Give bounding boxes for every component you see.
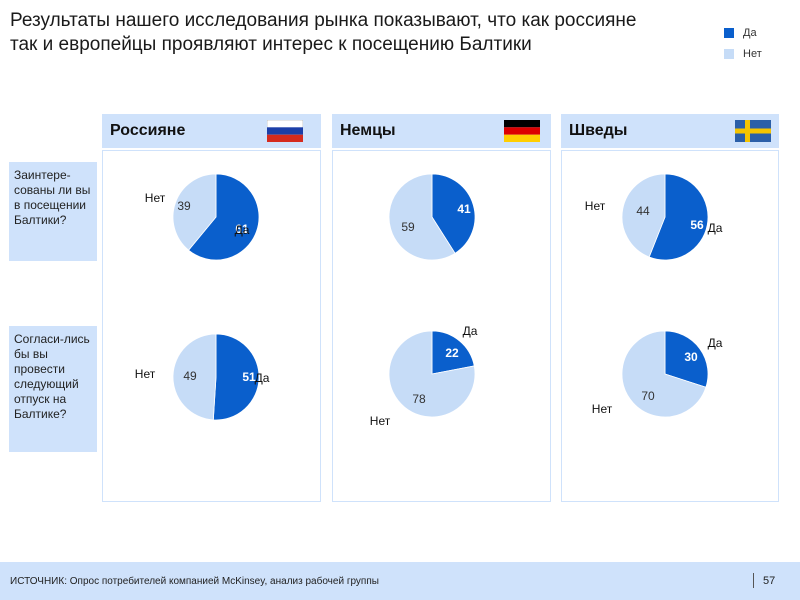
pie-label-no: Нет <box>592 402 613 416</box>
pie-value-yes: 30 <box>684 350 698 364</box>
pie-slice-yes <box>664 330 709 388</box>
sweden-flag-icon <box>735 120 771 142</box>
pie-label-no: Нет <box>585 199 606 213</box>
footer: ИСТОЧНИК: Опрос потребителей компанией M… <box>0 562 800 600</box>
column-header-germans: Немцы <box>332 114 551 148</box>
pie-value-no: 70 <box>641 389 655 403</box>
legend-swatch-no <box>724 49 734 59</box>
pie-value-no: 44 <box>636 204 650 218</box>
pie-label-no: Нет <box>370 414 391 428</box>
pie-slice-yes <box>212 333 260 421</box>
germany-flag-icon <box>504 120 540 142</box>
footer-divider <box>753 573 754 588</box>
legend-swatch-yes <box>724 28 734 38</box>
pie-slice-yes <box>188 173 260 261</box>
pie-value-no: 78 <box>412 392 426 406</box>
pie-label-yes: Да <box>463 324 478 338</box>
source-note: ИСТОЧНИК: Опрос потребителей компанией M… <box>10 576 379 587</box>
column-title-russians: Россияне <box>110 122 186 139</box>
question-box-interest: Заинтере-сованы ли вы в посещении Балтик… <box>9 162 97 261</box>
column-header-russians: Россияне <box>102 114 321 148</box>
column-title-swedes: Шведы <box>569 122 628 139</box>
pie-slice-no <box>172 333 217 421</box>
page-number: 57 <box>763 575 776 587</box>
pie-slice-yes <box>648 173 709 261</box>
pie-slice-no <box>172 173 217 251</box>
pie-label-yes: Да <box>708 336 723 350</box>
pie-value-yes: 51 <box>242 370 256 384</box>
pie-value-yes: 56 <box>690 218 704 232</box>
legend-label-no: Нет <box>743 48 762 60</box>
pie-label-no: Нет <box>135 367 156 381</box>
pie-value-no: 59 <box>401 220 415 234</box>
pie-value-no: 49 <box>183 369 197 383</box>
pie-value-yes: 41 <box>457 202 471 216</box>
pie-slice-no <box>388 173 456 261</box>
legend-label-yes: Да <box>743 27 757 39</box>
pie-value-yes: 22 <box>445 346 459 360</box>
pie-slice-no <box>621 330 707 418</box>
pie-slice-yes <box>431 330 475 375</box>
column-title-germans: Немцы <box>340 122 396 139</box>
pie-label-yes: Да <box>255 371 270 385</box>
page-title: Результаты нашего исследования рынка пок… <box>10 10 637 55</box>
pie-label-yes: Да <box>235 223 250 237</box>
pie-value-no: 39 <box>177 199 191 213</box>
russia-flag-icon <box>267 120 303 142</box>
column-header-swedes: Шведы <box>561 114 779 148</box>
pie-label-no: Нет <box>145 191 166 205</box>
pie-slice-no <box>388 330 476 418</box>
pie-value-yes: 61 <box>235 222 249 236</box>
question-box-vacation: Согласи-лись бы вы провести следующий от… <box>9 326 97 452</box>
pie-slice-no <box>621 173 666 258</box>
pie-label-yes: Да <box>708 221 723 235</box>
